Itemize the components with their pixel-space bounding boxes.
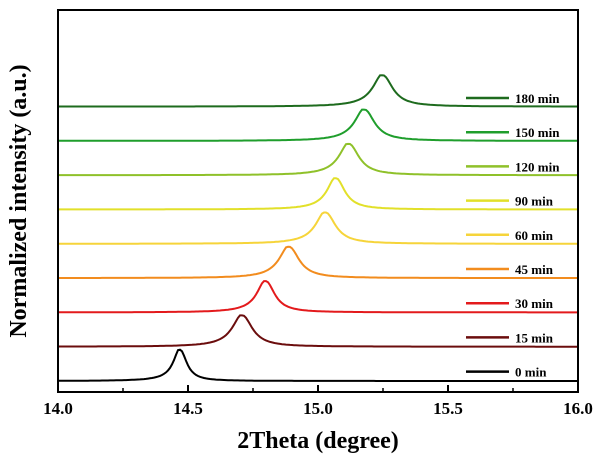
series-line-0-min <box>58 348 578 382</box>
x-tick-label: 14.0 <box>43 399 73 418</box>
legend-label: 180 min <box>515 91 560 106</box>
series-line-180-min <box>58 74 578 108</box>
legend: 0 min 15 min 30 min 45 min 60 min 90 min 120 m… <box>466 91 560 380</box>
series-line-15-min <box>58 314 578 348</box>
series-line-120-min <box>58 142 578 177</box>
legend-label: 15 min <box>515 330 554 345</box>
legend-label: 0 min <box>515 365 547 380</box>
x-tick-label: 15.5 <box>433 399 463 418</box>
series-line-150-min <box>58 108 578 142</box>
x-axis: 14.0 14.5 15.0 15.5 16.0 <box>43 385 593 418</box>
legend-label: 60 min <box>515 228 554 243</box>
series-line-30-min <box>58 280 578 314</box>
x-axis-title: 2Theta (degree) <box>237 428 399 454</box>
legend-label: 90 min <box>515 194 554 209</box>
x-tick-label: 14.5 <box>173 399 203 418</box>
y-axis-title: Normalized intensity (a.u.) <box>6 64 32 337</box>
legend-label: 30 min <box>515 296 554 311</box>
series-line-45-min <box>58 245 578 279</box>
traces-group <box>58 74 578 382</box>
x-tick-label: 15.0 <box>303 399 333 418</box>
legend-label: 150 min <box>515 125 560 140</box>
legend-label: 45 min <box>515 262 554 277</box>
series-line-90-min <box>58 177 578 211</box>
legend-label: 120 min <box>515 159 560 174</box>
x-tick-label: 16.0 <box>563 399 593 418</box>
series-line-60-min <box>58 211 578 245</box>
